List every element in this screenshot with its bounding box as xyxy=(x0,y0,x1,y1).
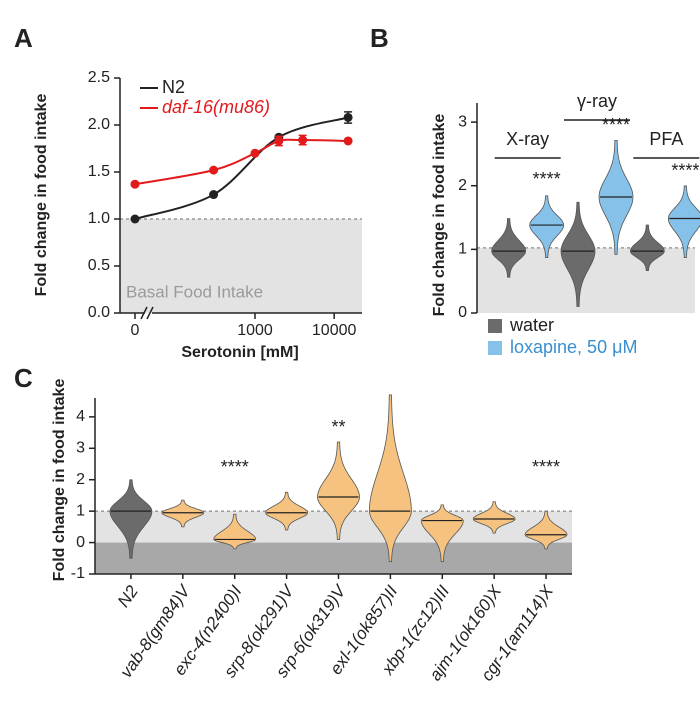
data-point xyxy=(343,112,353,122)
y-tick-label: 0.0 xyxy=(88,304,110,321)
violin-body xyxy=(524,510,568,550)
negative-region xyxy=(95,542,572,574)
y-tick-label: 2.0 xyxy=(88,116,110,133)
x-tick-label: 1000 xyxy=(237,322,273,339)
x-axis-label: Serotonin [mM] xyxy=(181,344,298,361)
data-point xyxy=(209,165,219,175)
significance: **** xyxy=(532,457,560,477)
violin-body xyxy=(265,491,308,531)
y-tick-label: 0.5 xyxy=(88,257,110,274)
data-point xyxy=(298,135,308,145)
legend-label: loxapine, 50 μM xyxy=(510,337,637,357)
significance: **** xyxy=(533,169,561,189)
violin-body xyxy=(667,185,700,259)
y-tick-label: 3 xyxy=(76,440,85,457)
violin-body xyxy=(420,504,464,562)
significance: **** xyxy=(221,457,249,477)
y-tick-label: 3 xyxy=(458,113,467,130)
axis-break xyxy=(140,306,154,320)
legend-swatch xyxy=(488,341,502,355)
data-point xyxy=(274,136,284,146)
violin-body xyxy=(529,195,565,259)
group-label: γ-ray xyxy=(577,91,617,111)
legend-label: daf-16(mu86) xyxy=(162,97,270,117)
significance: ** xyxy=(331,417,345,437)
y-tick-label: 0 xyxy=(458,304,467,321)
violin-body xyxy=(491,218,527,278)
x-tick-label: 0 xyxy=(131,322,140,339)
violin-body xyxy=(161,499,205,528)
significance: **** xyxy=(602,115,630,135)
group-label: PFA xyxy=(649,129,683,149)
significance: **** xyxy=(671,161,699,181)
series-line xyxy=(134,116,349,220)
violin-body xyxy=(629,224,665,272)
legend-swatch xyxy=(488,319,502,333)
data-point xyxy=(130,179,140,189)
data-point xyxy=(250,148,260,158)
y-tick-label: 1 xyxy=(76,502,85,519)
data-point xyxy=(343,136,353,146)
violin-body xyxy=(472,501,516,534)
series-line xyxy=(134,138,349,186)
x-tick-label: N2 xyxy=(114,582,142,611)
violin-body xyxy=(213,513,257,550)
y-tick-label: 1.0 xyxy=(88,210,110,227)
y-axis-label: Fold change in food intake xyxy=(431,114,448,317)
violin-body xyxy=(560,201,596,307)
violin-body xyxy=(109,479,153,559)
y-tick-label: 2 xyxy=(458,177,467,194)
violin-body xyxy=(368,394,412,562)
legend-label: N2 xyxy=(162,77,185,97)
panel-label: A xyxy=(14,23,33,53)
panel-label: B xyxy=(370,23,389,53)
y-tick-label: 4 xyxy=(76,408,85,425)
data-point xyxy=(209,190,219,200)
y-tick-label: 0 xyxy=(76,534,85,551)
y-axis-label: Fold change in food intake xyxy=(33,94,50,297)
y-axis-label: Fold change in food intake xyxy=(51,379,68,582)
y-tick-label: 1 xyxy=(458,241,467,258)
y-tick-label: 2 xyxy=(76,471,85,488)
basal-region xyxy=(120,219,362,313)
data-point xyxy=(130,214,140,224)
violin-body xyxy=(317,441,360,540)
x-tick-label: 10000 xyxy=(312,322,357,339)
y-tick-label: 1.5 xyxy=(88,163,110,180)
y-tick-label: 2.5 xyxy=(88,69,110,86)
legend-label: water xyxy=(509,315,554,335)
y-tick-label: -1 xyxy=(71,565,85,582)
annotation: Basal Food Intake xyxy=(126,282,263,301)
group-label: X-ray xyxy=(506,129,549,149)
panel-label: C xyxy=(14,363,33,393)
